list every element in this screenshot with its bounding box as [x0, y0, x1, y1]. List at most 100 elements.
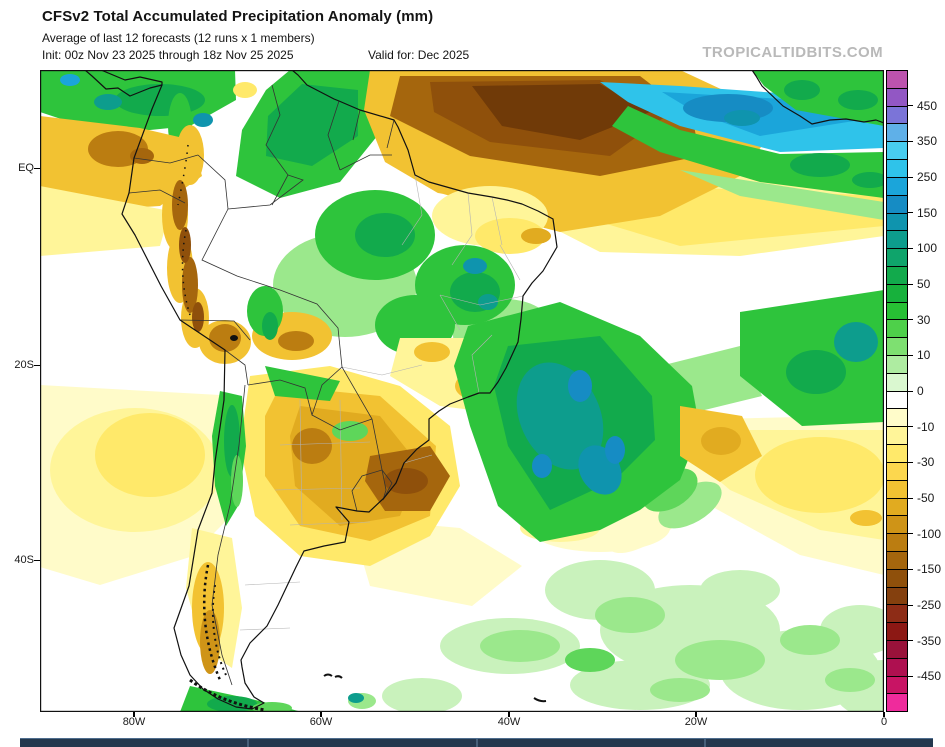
colorbar-tick-mark	[908, 497, 913, 499]
colorbar-segment	[887, 534, 907, 552]
colorbar-tick-label: -50	[917, 491, 935, 505]
colorbar-segment	[887, 231, 907, 250]
colorbar-tick-label: 450	[917, 98, 938, 113]
init-line: Init: 00z Nov 23 2025 through 18z Nov 25…	[42, 48, 642, 62]
colorbar-tick-mark	[908, 212, 913, 214]
colorbar-tick-label: -450	[917, 669, 942, 684]
lat-axis-label: 40S	[14, 554, 34, 566]
lon-axis-tick	[508, 712, 510, 717]
colorbar-tick-mark	[908, 105, 913, 107]
colorbar-tick-mark	[908, 675, 913, 677]
page-title: CFSv2 Total Accumulated Precipitation An…	[42, 8, 434, 25]
init-text: Init: 00z Nov 23 2025 through 18z Nov 25…	[42, 48, 294, 62]
colorbar-segment	[887, 302, 907, 321]
colorbar-segment	[887, 391, 907, 410]
colorbar-tick-mark	[908, 604, 913, 606]
colorbar-tick-label: -250	[917, 598, 942, 612]
lon-axis-label: 0	[880, 716, 888, 728]
lon-axis-label: 60W	[309, 716, 333, 728]
coastlines	[84, 69, 885, 710]
colorbar-segment	[887, 498, 907, 517]
footer-bar	[20, 738, 933, 747]
colorbar-tick-mark	[908, 140, 913, 142]
colorbar-segment	[887, 249, 907, 267]
south-america-coast	[121, 69, 558, 710]
colorbar-segment	[887, 641, 907, 659]
colorbar-tick-label: -350	[917, 633, 942, 648]
colorbar-tick-mark	[908, 390, 913, 392]
colorbar-tick-mark	[908, 319, 913, 321]
colorbar-segment	[887, 320, 907, 339]
map-frame	[40, 70, 884, 712]
lon-axis-tick	[883, 712, 885, 717]
colorbar-tick-label: 10	[917, 348, 931, 363]
colorbar-segment	[887, 676, 907, 695]
colorbar-tick-label: 350	[917, 134, 938, 149]
colorbar-segment	[887, 605, 907, 624]
colorbar-segment	[887, 623, 907, 641]
colorbar-tick-label: 0	[917, 384, 924, 398]
africa-coast	[751, 69, 885, 125]
map-svg	[40, 69, 934, 720]
lat-axis-label: EQ	[18, 162, 34, 174]
colorbar-tick-mark	[908, 533, 913, 535]
colorbar-segment	[887, 338, 907, 356]
valid-text: Valid for: Dec 2025	[368, 48, 470, 62]
lake-titicaca	[230, 335, 238, 341]
falkland-islands	[323, 673, 343, 679]
colorbar-tick-mark	[908, 568, 913, 570]
lat-axis-tick	[34, 559, 40, 561]
colorbar-tick-mark	[908, 283, 913, 285]
colorbar-segment	[887, 124, 907, 143]
footer-cell[interactable]	[478, 739, 707, 747]
colorbar-segment	[887, 71, 907, 89]
colorbar-tick-label: -30	[917, 455, 935, 470]
watermark: TROPICALTIDBITS.COM	[702, 44, 883, 61]
lon-axis-label: 20W	[684, 716, 708, 728]
state-borders	[239, 174, 524, 631]
colorbar-segment	[887, 587, 907, 606]
colorbar-segment	[887, 284, 907, 303]
colorbar-tick-label: 150	[917, 205, 938, 220]
colorbar-tick-label: 30	[917, 312, 931, 327]
colorbar-tick-mark	[908, 354, 913, 356]
colorbar-segment	[887, 427, 907, 446]
colorbar-tick-mark	[908, 247, 913, 249]
colorbar-segment	[887, 658, 907, 677]
anomaly-fills	[40, 70, 934, 720]
colorbar-segment	[887, 195, 907, 214]
colorbar-segment	[887, 516, 907, 535]
colorbar-segment	[887, 160, 907, 178]
colorbar	[886, 70, 908, 712]
colorbar-segment	[887, 569, 907, 588]
lon-axis-tick	[695, 712, 697, 717]
south-georgia-island	[533, 697, 547, 703]
colorbar-tick-mark	[908, 426, 913, 428]
lon-axis-tick	[133, 712, 135, 717]
footer-cell[interactable]	[249, 739, 478, 747]
footer-cell[interactable]	[20, 739, 249, 747]
map-area	[40, 69, 934, 720]
panama-coast	[84, 69, 163, 97]
subtitle: Average of last 12 forecasts (12 runs x …	[42, 31, 315, 45]
colorbar-tick-label: -10	[917, 419, 935, 434]
lon-axis-label: 80W	[122, 716, 146, 728]
colorbar-tick-mark	[908, 176, 913, 178]
lon-axis-tick	[320, 712, 322, 717]
footer-cell[interactable]	[706, 739, 933, 747]
colorbar-segment	[887, 142, 907, 161]
colorbar-tick-mark	[908, 461, 913, 463]
lat-axis-tick	[34, 364, 40, 366]
colorbar-segment	[887, 356, 907, 374]
colorbar-segment	[887, 106, 907, 125]
colorbar-segment	[887, 409, 907, 428]
colorbar-segment	[887, 373, 907, 392]
lat-axis-label: 20S	[14, 359, 34, 371]
colorbar-segment	[887, 480, 907, 499]
colorbar-tick-label: 50	[917, 277, 931, 291]
colorbar-segment	[887, 213, 907, 232]
colorbar-segment	[887, 88, 907, 107]
terrain-speckles	[177, 144, 266, 712]
colorbar-tick-label: 250	[917, 170, 938, 184]
